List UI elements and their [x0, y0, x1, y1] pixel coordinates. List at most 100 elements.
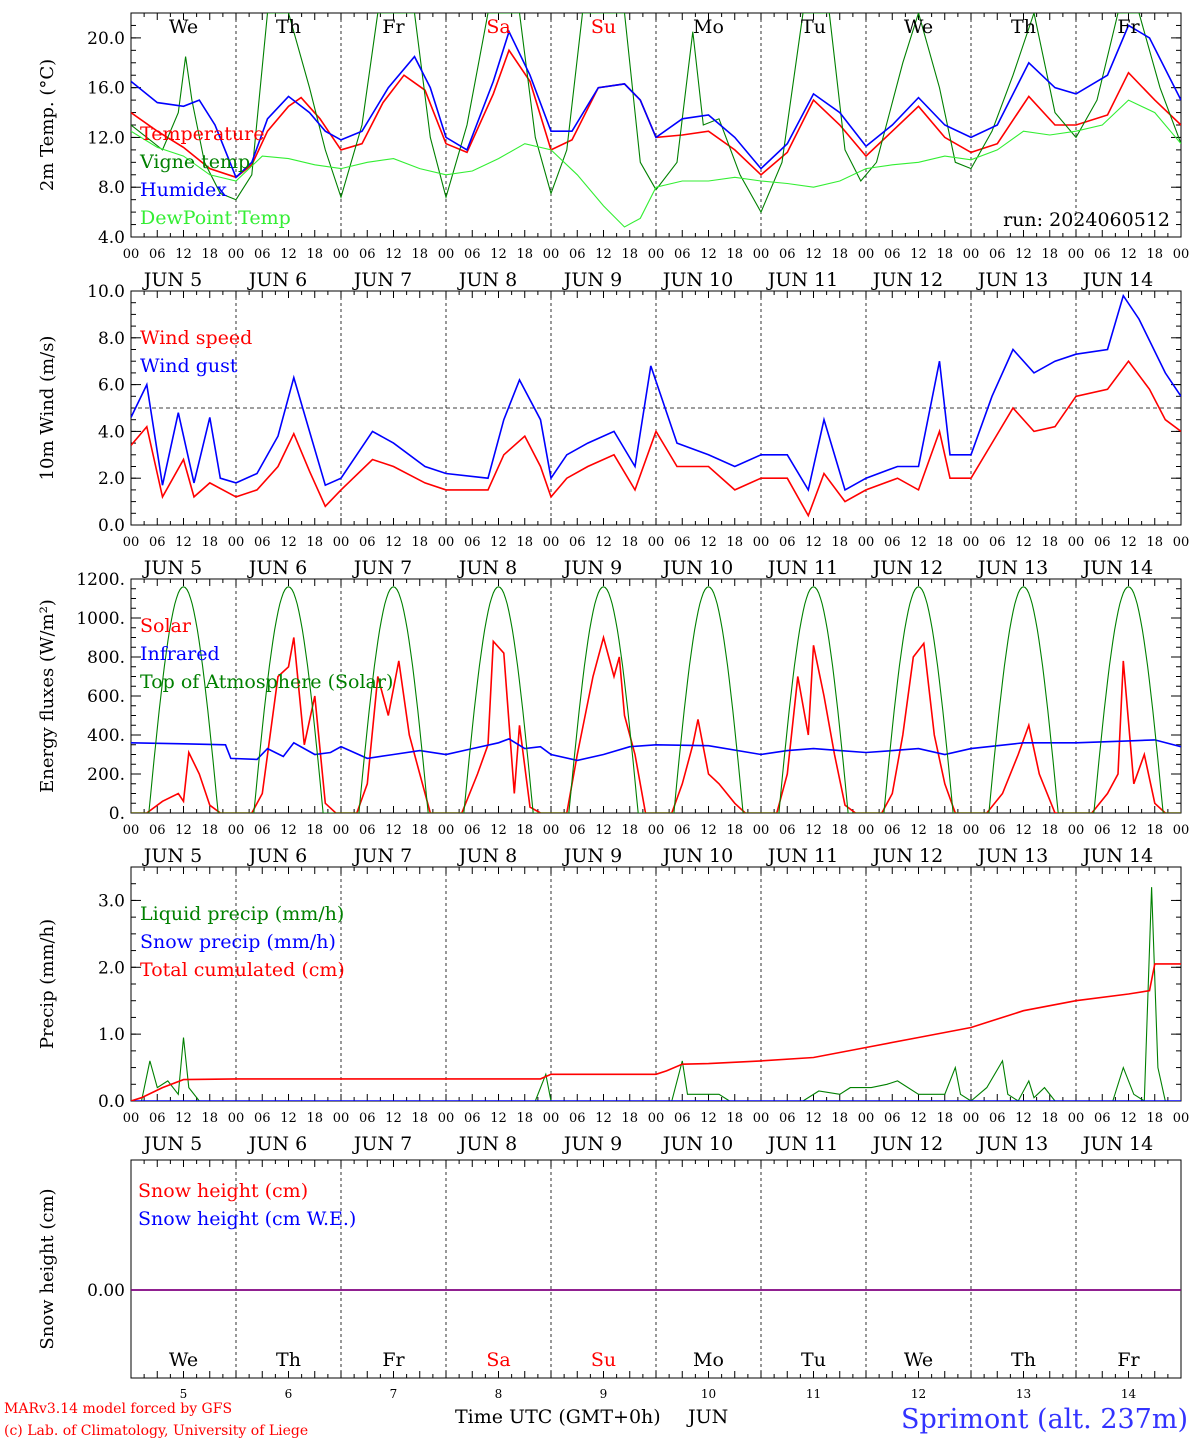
hour-tick-label: 00 [543, 535, 560, 550]
y-tick-label: 800. [87, 648, 125, 668]
hour-tick-label: 12 [490, 1111, 507, 1126]
hour-tick-label: 00 [1173, 535, 1190, 550]
hour-tick-label: 18 [621, 823, 638, 838]
hour-tick-label: 18 [1041, 823, 1058, 838]
weekday-label: Th [1011, 1349, 1036, 1371]
hour-tick-label: 06 [149, 535, 166, 550]
y-tick-label: 12.0 [87, 128, 125, 148]
hour-tick-label: 00 [648, 823, 665, 838]
panel-2: 0.0 2.0 4.0 6.0 8.0 10.0 10m Wind (m/s) Wind sp… [37, 282, 1189, 579]
weekday-label: Fr [1117, 1349, 1140, 1371]
hour-tick-label: 12 [595, 535, 612, 550]
hour-tick-label: 12 [700, 823, 717, 838]
y-tick-label: 10.0 [87, 282, 125, 302]
hour-tick-label: 00 [753, 823, 770, 838]
hour-tick-label: 18 [621, 1111, 638, 1126]
hour-tick-label: 18 [936, 535, 953, 550]
hour-tick-label: 06 [884, 1111, 901, 1126]
y-axis-title: 2m Temp. (°C) [37, 59, 58, 191]
date-label: JUN 7 [352, 557, 412, 579]
hour-tick-label: 06 [359, 1111, 376, 1126]
weekday-label: Mo [693, 16, 724, 38]
legend-entry: Wind speed [140, 327, 252, 349]
series-group [131, 13, 1181, 228]
y-tick-label: 600. [87, 687, 125, 707]
model-credit: MARv3.14 model forced by GFS [4, 1401, 232, 1417]
hour-tick-label: 00 [1173, 823, 1190, 838]
hour-tick-label: 18 [831, 535, 848, 550]
weekday-label: Th [276, 16, 301, 38]
weekday-label: Sa [486, 1349, 510, 1371]
date-label: JUN 13 [976, 845, 1048, 867]
date-label: JUN 12 [871, 557, 943, 579]
y-tick-label: 2.0 [98, 469, 125, 489]
hour-tick-label: 12 [805, 535, 822, 550]
date-label: JUN 6 [247, 1133, 307, 1155]
hour-tick-label: 06 [674, 247, 691, 262]
hour-tick-label: 18 [306, 823, 323, 838]
date-label: JUN 8 [457, 1133, 517, 1155]
date-label: JUN 13 [976, 269, 1048, 291]
date-label: JUN 8 [457, 845, 517, 867]
hour-tick-label: 18 [726, 1111, 743, 1126]
hour-tick-label: 00 [333, 247, 350, 262]
hour-tick-label: 12 [175, 1111, 192, 1126]
series-group [131, 586, 1181, 813]
y-tick-label: 4.0 [98, 228, 125, 248]
y-tick-label: 8.0 [98, 329, 125, 349]
hour-tick-label: 00 [333, 1111, 350, 1126]
weekday-label: We [169, 16, 198, 38]
hour-tick-label: 12 [385, 1111, 402, 1126]
day-number-label: 6 [285, 1387, 293, 1401]
hour-tick-label: 00 [963, 823, 980, 838]
run-label: run: 2024060512 [1003, 209, 1170, 231]
hour-tick-label: 12 [805, 247, 822, 262]
hour-tick-label: 12 [1015, 1111, 1032, 1126]
hour-tick-label: 18 [516, 823, 533, 838]
hour-tick-label: 06 [569, 1111, 586, 1126]
y-tick-label: 200. [87, 765, 125, 785]
hour-tick-label: 18 [411, 1111, 428, 1126]
y-tick-label: 0.0 [98, 1092, 125, 1112]
hour-tick-label: 00 [858, 823, 875, 838]
date-label: JUN 5 [142, 557, 202, 579]
hour-tick-label: 12 [910, 823, 927, 838]
hour-tick-label: 12 [1015, 535, 1032, 550]
date-label: JUN 14 [1081, 269, 1153, 291]
hour-tick-label: 00 [753, 535, 770, 550]
hour-tick-label: 18 [936, 247, 953, 262]
hour-tick-label: 00 [333, 535, 350, 550]
hour-tick-label: 00 [438, 247, 455, 262]
weekday-label: Fr [382, 1349, 405, 1371]
y-tick-label: 1200. [76, 570, 125, 590]
legend-entry: DewPoint Temp [140, 207, 291, 229]
hour-tick-label: 06 [1094, 247, 1111, 262]
date-label: JUN 5 [142, 845, 202, 867]
weekday-label: Mo [693, 1349, 724, 1371]
hour-tick-label: 06 [779, 535, 796, 550]
hour-tick-label: 12 [280, 823, 297, 838]
series-line [131, 887, 1181, 1101]
legend-entry: Top of Atmosphere (Solar) [140, 671, 393, 693]
hour-tick-label: 18 [201, 535, 218, 550]
hour-tick-label: 00 [1068, 1111, 1085, 1126]
hour-tick-label: 12 [805, 1111, 822, 1126]
day-number-label: 13 [1016, 1387, 1031, 1401]
hour-tick-label: 18 [1041, 247, 1058, 262]
hour-tick-label: 12 [910, 1111, 927, 1126]
day-number-label: 11 [806, 1387, 821, 1401]
y-axis-title: Energy fluxes (W/m²) [37, 599, 58, 793]
date-label: JUN 13 [976, 557, 1048, 579]
day-number-label: 8 [495, 1387, 503, 1401]
hour-tick-label: 06 [149, 1111, 166, 1126]
hour-tick-label: 06 [1094, 823, 1111, 838]
y-tick-label: 2.0 [98, 958, 125, 978]
hour-tick-label: 12 [1120, 823, 1137, 838]
hour-tick-label: 06 [464, 1111, 481, 1126]
hour-tick-label: 18 [936, 1111, 953, 1126]
date-label: JUN 9 [562, 1133, 622, 1155]
legend-entry: Solar [140, 615, 192, 637]
hour-tick-label: 12 [280, 247, 297, 262]
hour-tick-label: 12 [1015, 247, 1032, 262]
hour-tick-label: 06 [149, 247, 166, 262]
